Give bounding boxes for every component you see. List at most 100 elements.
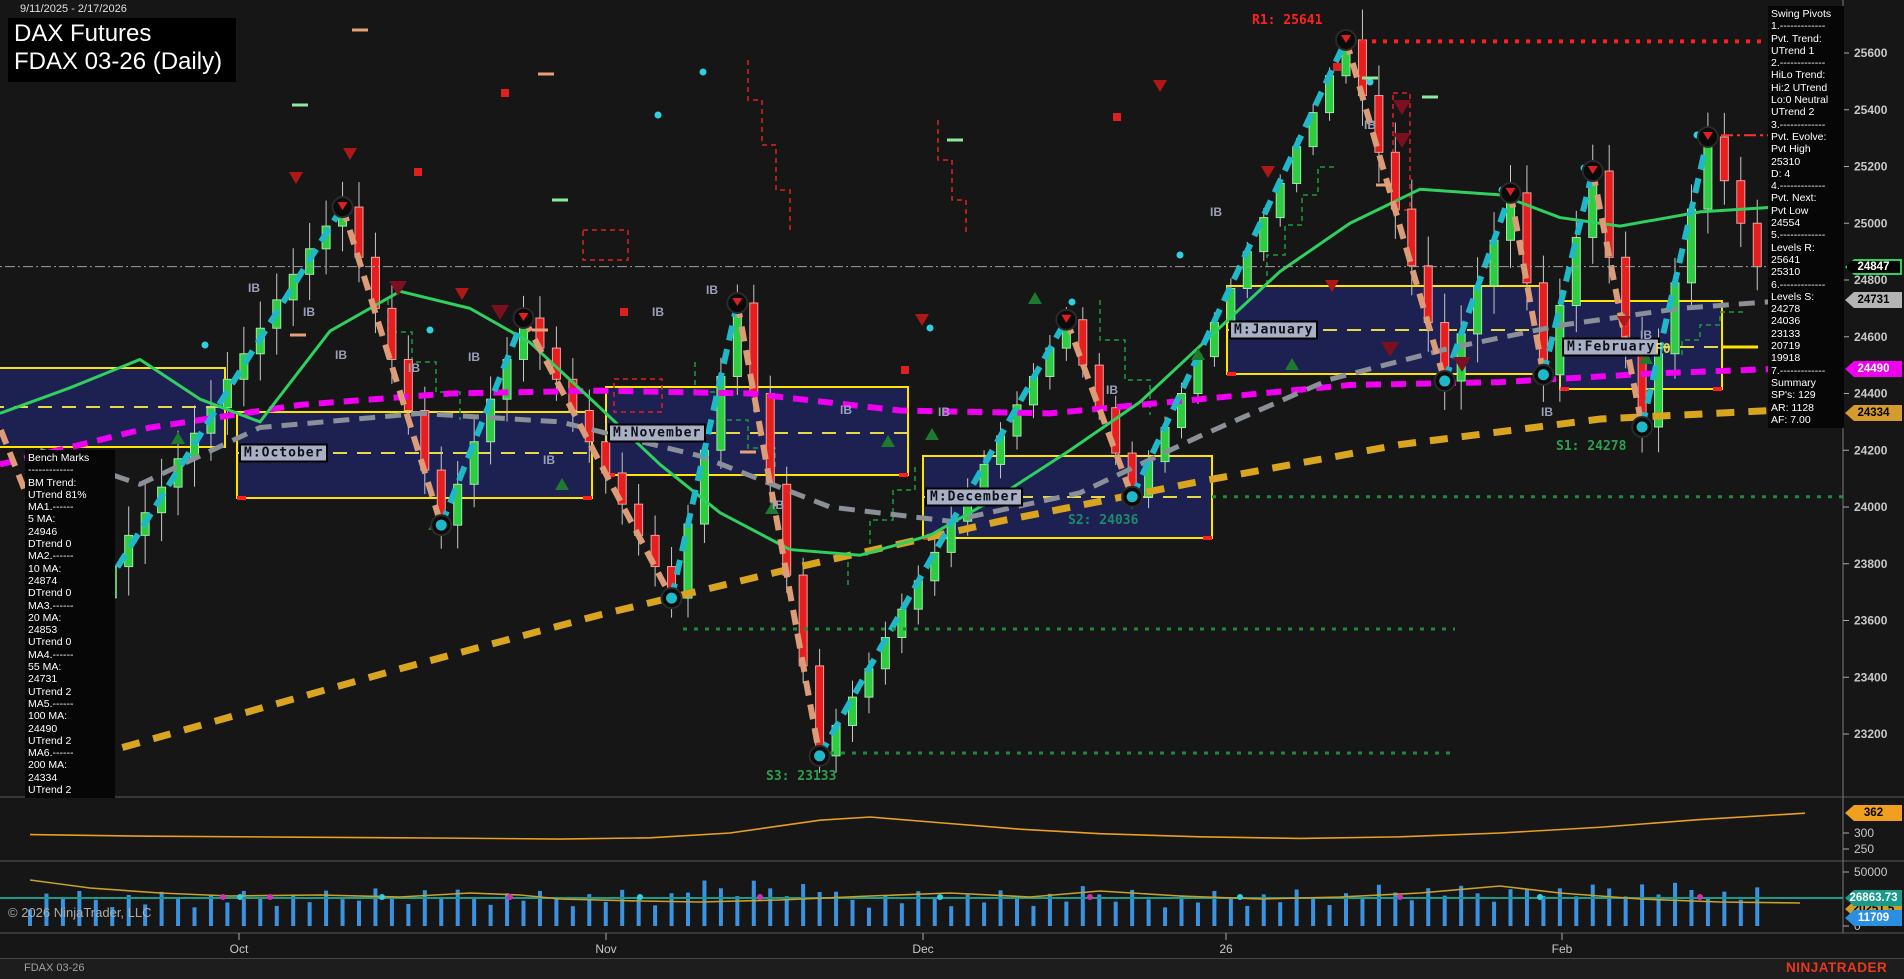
down-signal-triangle [1617, 316, 1631, 328]
swing-pivots-line: 7.------------- [1771, 364, 1826, 377]
candle-body [1078, 319, 1088, 366]
swing-pivots-line: 4.------------- [1771, 180, 1826, 193]
bench-marks-line: 55 MA: [28, 661, 62, 674]
volume-magenta-dot [220, 894, 226, 900]
inside-bar-label: IB [543, 453, 555, 467]
swing-zigzag-segment [520, 316, 675, 600]
volume-bar [1524, 888, 1529, 926]
volume-bar [784, 896, 789, 926]
ma-line-20ma [0, 187, 1791, 557]
swing-pivots-line: 25310 [1771, 155, 1801, 168]
volume-bar [1163, 907, 1168, 926]
red-signal-square [414, 168, 422, 176]
candle-body [1012, 404, 1022, 437]
volume-bar [1426, 888, 1431, 926]
swing-zigzag-segment [1507, 192, 1547, 376]
volume-bar [751, 880, 756, 926]
volume-bar [159, 891, 164, 926]
inside-bar-label: IB [1106, 383, 1118, 397]
volume-profile-step-green [387, 300, 461, 420]
swing-pivots-line: AR: 1128 [1771, 401, 1814, 414]
bench-marks-line: UTrend 2 [28, 784, 72, 797]
month-box-label: M:November [608, 423, 707, 443]
candle-body [1736, 180, 1746, 224]
bottom-instrument-tab[interactable]: FDAX 03-26 [24, 962, 85, 974]
red-signal-square [901, 366, 909, 374]
volume-magenta-dot [507, 894, 513, 900]
volume-tick-label: 50000 [1854, 865, 1888, 879]
volume-bar [982, 902, 987, 926]
swing-pivots-line: HiLo Trend: [1771, 69, 1826, 82]
volume-bar [1409, 900, 1414, 926]
volume-bar [817, 891, 822, 926]
time-axis-label: Feb [1551, 942, 1573, 956]
volume-bar [373, 888, 378, 926]
pivot-low-dot [1439, 375, 1451, 387]
down-warning-triangle [491, 305, 509, 320]
pivot-low-dot [666, 592, 678, 604]
swing-zigzag-segment [668, 302, 741, 599]
up-signal-triangle [881, 435, 895, 447]
up-signal-triangle [555, 478, 569, 490]
bench-marks-line: 20 MA: [28, 611, 62, 624]
bench-marks-line: 24334 [28, 771, 58, 784]
volume-bar [1195, 902, 1200, 926]
inside-bar-label: IB [1210, 205, 1222, 219]
bench-marks-line: 24731 [28, 673, 58, 686]
candle-body [124, 534, 134, 568]
swing-pivots-line: SP's: 129 [1771, 389, 1816, 402]
candle-body [880, 637, 890, 670]
swing-zigzag-segment [339, 206, 445, 527]
bottom-tab-bar[interactable] [0, 958, 1904, 979]
pivot-low-dot [1126, 491, 1138, 503]
volume-bar [1475, 893, 1480, 926]
bench-marks-line: 10 MA: [28, 562, 62, 575]
volume-bar [1327, 905, 1332, 926]
red-signal-square [1333, 63, 1341, 71]
candle-body [798, 574, 808, 667]
swing-zigzag-segment [734, 302, 823, 757]
up-signal-triangle [765, 502, 779, 514]
down-signal-triangle [915, 314, 929, 326]
breakout-zone-outline [1392, 92, 1411, 211]
volume-bar [1228, 898, 1233, 926]
bench-marks-line: MA3.------ [28, 599, 74, 612]
bench-marks-line: MA2.------ [28, 550, 74, 563]
swing-zigzag-segment [1540, 170, 1596, 376]
price-tick-label: 23200 [1854, 727, 1888, 741]
swing-pivots-line: UTrend 2 [1771, 106, 1815, 119]
volume-bar [521, 900, 526, 926]
candle-body [1423, 265, 1433, 324]
price-tick-label: 23600 [1854, 614, 1888, 628]
volume-bar [965, 894, 970, 926]
volume-bar [176, 899, 181, 926]
volume-bar [570, 906, 575, 926]
down-signal-triangle [343, 148, 357, 160]
volume-bar [1722, 891, 1727, 926]
bench-marks-line: DTrend 0 [28, 587, 72, 600]
volume-tick-label: 0 [1854, 919, 1861, 933]
volume-bar [225, 902, 230, 926]
candle-body [1686, 208, 1696, 284]
pivot-high-arrow [1505, 187, 1516, 196]
price-badge: 26863.73 [1845, 890, 1902, 906]
volume-bar [686, 892, 690, 926]
volume-profile-step-green [1266, 166, 1335, 285]
pivot-high-arrow [1587, 166, 1598, 175]
candle-body [387, 307, 397, 360]
candle-body [1752, 222, 1762, 268]
bench-marks-panel: Bench Marks ------------- BM Trend: UTrend … [25, 450, 115, 799]
pivot-high-arrow [1702, 131, 1713, 140]
volume-bar [1344, 893, 1348, 926]
bench-marks-line: 24490 [28, 722, 58, 735]
cyan-signal-dot [654, 111, 662, 119]
candle-body [288, 273, 298, 301]
pivot-high-arrow [337, 202, 348, 211]
down-warning-triangle [1393, 100, 1411, 115]
cyan-signal-dot [1176, 251, 1184, 259]
swing-pivots-line: 5.------------- [1771, 229, 1826, 242]
time-axis-label: 26 [1219, 942, 1233, 956]
volume-bar [77, 890, 82, 926]
